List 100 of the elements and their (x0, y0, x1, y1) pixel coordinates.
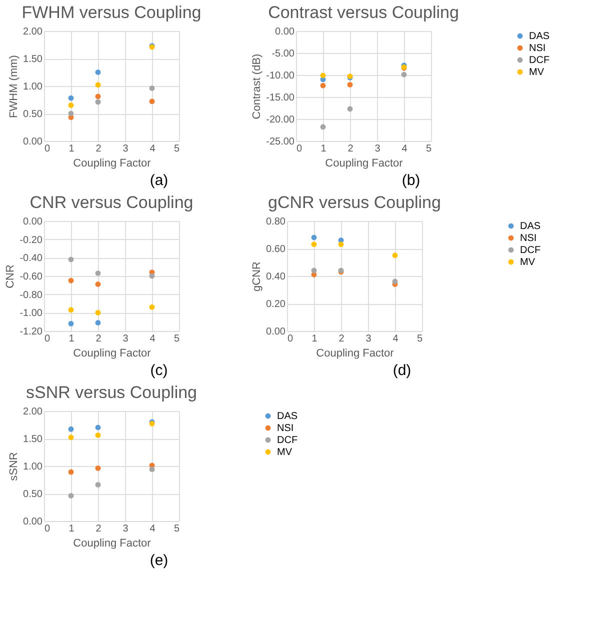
y-axis-title: FWHM (mm) (8, 55, 20, 118)
point (95, 482, 101, 488)
point (401, 72, 407, 78)
chart-title: gCNR versus Coupling (268, 193, 441, 212)
y-tick-label: 1.50 (23, 434, 43, 445)
text: (b) (402, 172, 420, 189)
chart-title: CNR versus Coupling (30, 193, 194, 212)
x-tick-label: 0 (296, 144, 302, 154)
text: (a) (150, 172, 168, 189)
point (149, 98, 155, 104)
y-axis-title: CNR (4, 264, 17, 288)
x-tick-label: 4 (392, 334, 399, 344)
x-tick-label: 2 (96, 144, 102, 154)
point (68, 492, 74, 498)
x-tick-label: 0 (288, 334, 294, 344)
point (320, 72, 326, 78)
x-tick-label: 0 (44, 524, 50, 534)
x-tick-label: 2 (96, 334, 102, 344)
x-axis-title: Coupling Factor (316, 348, 394, 360)
y-tick-label: -0.80 (20, 290, 43, 301)
y-tick-label: 0.20 (266, 299, 286, 310)
legend-label: NSI (529, 43, 546, 54)
x-tick-label: 5 (174, 524, 180, 534)
point (392, 252, 398, 258)
y-axis-title: sSNR (8, 452, 20, 481)
x-tick-label: 4 (150, 524, 156, 534)
x-tick-label: 5 (174, 334, 180, 344)
x-tick-label: 2 (338, 334, 345, 344)
point (95, 424, 101, 430)
y-tick-label: -0.20 (20, 234, 43, 246)
x-tick-label: 0 (44, 334, 50, 344)
point (95, 94, 101, 100)
y-tick-label: 0.50 (23, 109, 43, 120)
point (320, 124, 326, 130)
y-tick-label: 0.40 (266, 272, 286, 282)
text: (d) (392, 362, 412, 379)
point (68, 278, 74, 284)
point (68, 110, 74, 116)
point (95, 465, 101, 471)
x-tick-label: 1 (312, 334, 318, 344)
legend-label: MV (520, 257, 536, 268)
point (68, 320, 74, 326)
text: (c) (150, 362, 168, 379)
y-tick-label: -10.00 (266, 70, 295, 82)
point (311, 242, 317, 248)
point (311, 234, 317, 240)
legend-label: MV (529, 67, 544, 78)
point (311, 268, 317, 274)
point (95, 82, 101, 88)
legend-label: NSI (520, 233, 537, 244)
legend-label: MV (277, 447, 292, 458)
x-tick-label: 3 (374, 144, 381, 154)
point (95, 270, 101, 276)
chart-title: sSNR versus Coupling (26, 383, 198, 402)
y-tick-label: -0.60 (20, 272, 43, 282)
point (68, 307, 74, 313)
y-tick-label: 0.00 (275, 26, 295, 38)
point (68, 469, 74, 475)
x-tick-label: 3 (122, 144, 129, 154)
y-tick-label: 1.00 (23, 82, 43, 92)
x-axis-title: Coupling Factor (325, 158, 404, 170)
y-tick-label: -15.00 (266, 92, 295, 104)
x-tick-label: 5 (174, 144, 180, 154)
x-tick-label: 1 (68, 524, 75, 534)
y-tick-label: 0.60 (266, 244, 286, 255)
point (95, 70, 101, 75)
x-tick-label: 3 (122, 524, 129, 534)
point (68, 426, 74, 432)
legend-label: DAS (529, 31, 550, 42)
point (149, 85, 155, 91)
point (320, 82, 326, 88)
x-axis-title: Coupling Factor (73, 158, 152, 170)
legend-label: DAS (520, 221, 541, 232)
x-tick-label: 3 (366, 334, 372, 344)
point (68, 434, 74, 440)
point (95, 99, 101, 105)
x-tick-label: 1 (320, 144, 327, 154)
y-tick-label: 1.50 (23, 54, 43, 65)
y-tick-label: 0.00 (23, 516, 43, 528)
x-tick-label: 2 (348, 144, 354, 154)
y-tick-label: -1.00 (20, 308, 43, 320)
x-tick-label: 0 (44, 144, 50, 154)
legend-label: DCF (277, 435, 298, 446)
point (95, 320, 101, 326)
x-tick-label: 1 (68, 144, 75, 154)
x-tick-label: 4 (402, 144, 408, 154)
y-tick-label: 2.00 (23, 406, 43, 418)
y-tick-label: 1.00 (23, 462, 43, 472)
point (338, 242, 344, 248)
point (95, 432, 101, 438)
x-tick-label: 1 (68, 334, 75, 344)
y-tick-label: 0.00 (23, 136, 43, 148)
x-tick-label: 3 (122, 334, 129, 344)
y-tick-label: 0.00 (23, 216, 43, 228)
point (68, 102, 74, 108)
y-tick-label: -25.00 (266, 136, 295, 148)
legend-label: DCF (520, 245, 541, 256)
legend-label: DCF (529, 55, 550, 66)
y-tick-label: -0.40 (20, 253, 43, 264)
y-tick-label: 0.00 (266, 326, 286, 338)
